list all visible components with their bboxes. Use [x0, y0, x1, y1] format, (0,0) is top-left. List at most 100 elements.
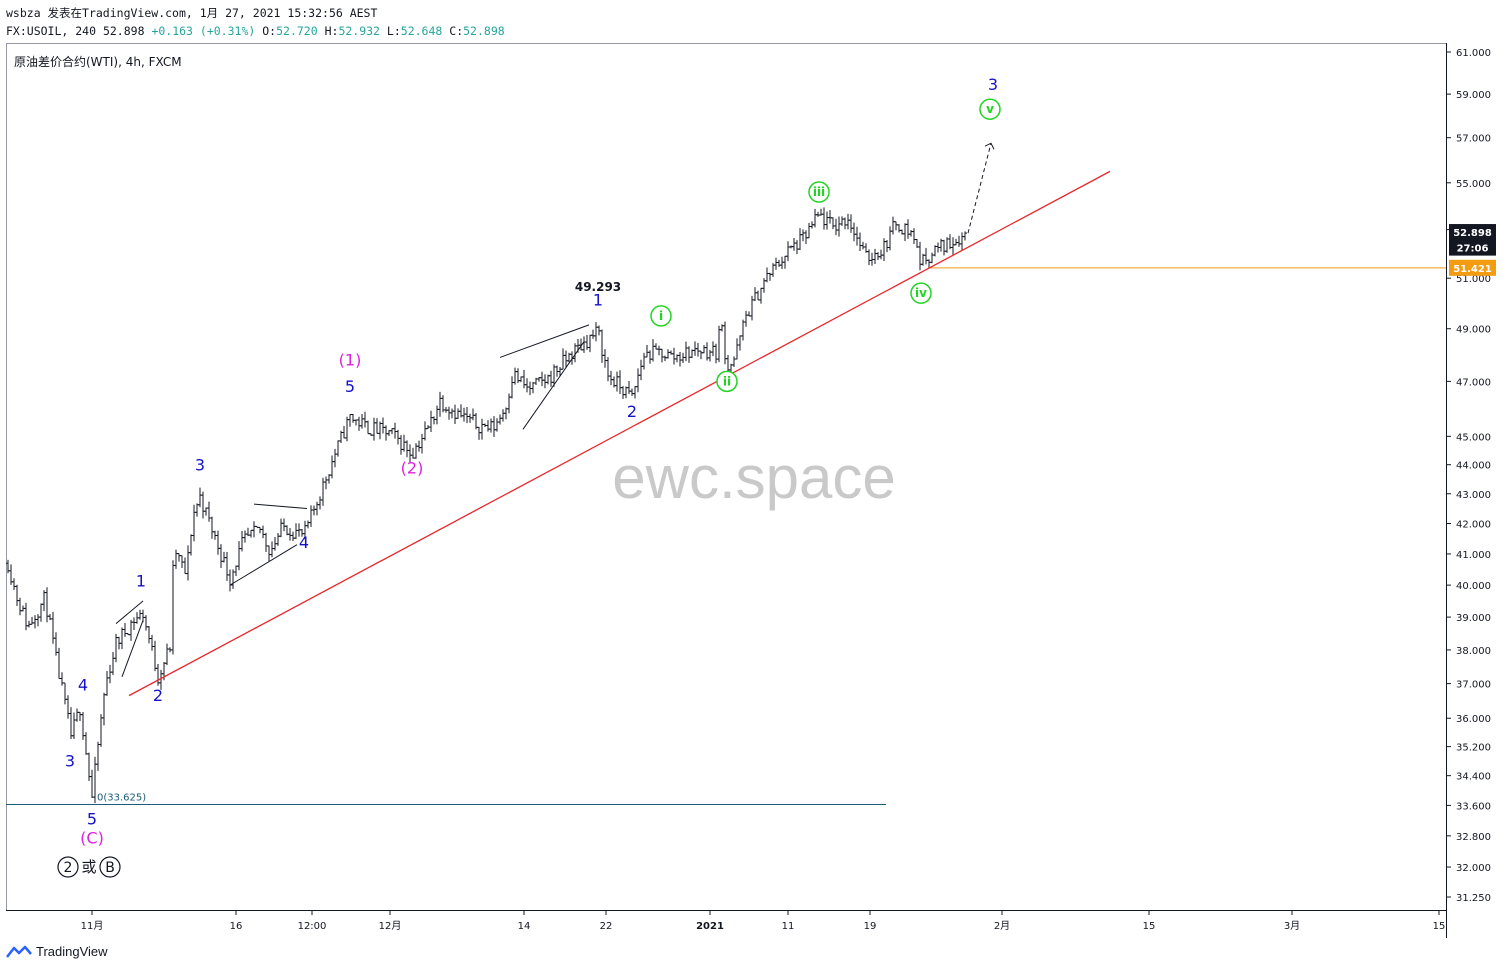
low-price-label: 0(33.625)	[97, 792, 146, 803]
projection-arrowhead-icon	[984, 142, 995, 150]
wave-labels: 345(C)12345(1)(2)123iiiiiiivv49.2930(33.…	[57, 75, 1001, 878]
publish-info: wsbza 发表在TradingView.com, 1月 27, 2021 15…	[6, 6, 378, 20]
footer-brand[interactable]: TradingView	[6, 944, 108, 959]
footer-brand-label: TradingView	[36, 944, 108, 959]
circled-wave-label: v	[986, 102, 994, 116]
price-tick-label: 59.000	[1456, 90, 1491, 101]
time-tick-label: 16	[230, 921, 243, 932]
circled-wave-marker	[910, 282, 932, 304]
price-tick-label: 47.000	[1456, 377, 1491, 388]
circled-wave-marker	[979, 98, 1001, 120]
wave-label: (2)	[401, 458, 424, 477]
wave-label: 1	[136, 572, 146, 591]
wave-label: 2	[153, 686, 163, 705]
price-tags: 52.898 27:06 51.421	[1449, 224, 1496, 276]
price-tag-background	[1449, 239, 1496, 256]
price-tick-label: 34.400	[1456, 772, 1491, 783]
trendline	[128, 170, 1111, 697]
time-axis[interactable]: 11月 16 12:00 12月 14 22 2021 11 19 2月 15 3月 15	[81, 910, 1446, 932]
price-tag-label: 51.421	[1453, 264, 1492, 275]
time-tick-label: 14	[518, 921, 531, 932]
price-tick-label: 38.000	[1456, 646, 1491, 657]
ohlc-readout: FX:USOIL, 240 52.898 +0.163 (+0.31%) O:5…	[6, 24, 505, 38]
price-tick-label: 41.000	[1456, 550, 1491, 561]
pattern-line	[522, 341, 585, 430]
open-label: O:	[262, 24, 277, 38]
high-label: H:	[324, 24, 339, 38]
time-tick-label: 2021	[696, 921, 724, 932]
change-value: +0.163 (+0.31%)	[151, 24, 256, 38]
time-tick-label: 12月	[379, 920, 402, 932]
time-tick-label: 12:00	[298, 921, 327, 932]
low-label: L:	[386, 24, 401, 38]
close-value: 52.898	[463, 24, 505, 38]
bottom-mark: 2	[64, 860, 73, 876]
watermark: ewc.space	[612, 444, 895, 511]
pattern-line	[253, 503, 308, 510]
open-value: 52.720	[276, 24, 318, 38]
wave-label: 1	[593, 291, 603, 310]
price-tick-label: 45.000	[1456, 432, 1491, 443]
pattern-line	[229, 544, 298, 586]
wave-label: (1)	[339, 350, 362, 369]
price-tick-label: 37.000	[1456, 680, 1491, 691]
pattern-line	[499, 324, 590, 358]
price-tick-label: 55.000	[1456, 179, 1491, 190]
projection-line	[967, 143, 992, 234]
time-tick-label: 15	[1143, 921, 1156, 932]
wave-label: 2	[627, 402, 637, 421]
price-tag-background	[1449, 259, 1496, 276]
price-tick-label: 35.200	[1456, 743, 1491, 754]
wave-label: 4	[299, 533, 309, 552]
time-tick-label: 3月	[1284, 920, 1300, 932]
wave-label: (C)	[80, 829, 104, 848]
price-tick-label: 39.000	[1456, 613, 1491, 624]
price-tick-label: 44.000	[1456, 461, 1491, 472]
tradingview-logo-icon	[6, 945, 32, 958]
circled-wave-label: iv	[915, 286, 927, 300]
time-tick-label: 19	[864, 921, 877, 932]
price-tick-label: 42.000	[1456, 519, 1491, 530]
time-tick-label: 11	[782, 921, 795, 932]
price-tick-label: 40.000	[1456, 581, 1491, 592]
bottom-mark: 或	[81, 858, 96, 876]
symbol-label: FX:USOIL, 240	[6, 24, 97, 38]
close-label: C:	[449, 24, 464, 38]
wave-label: 3	[65, 752, 75, 771]
low-value: 52.648	[400, 24, 443, 38]
price-tick-label: 61.000	[1456, 48, 1491, 59]
wave-label: 5	[345, 377, 355, 396]
time-tick-label: 11月	[81, 920, 104, 932]
price-tick-label: 31.250	[1456, 893, 1491, 904]
price-tag-label: 52.898	[1453, 228, 1492, 239]
wave-label: 3	[195, 455, 205, 474]
price-tick-label: 49.000	[1456, 325, 1491, 336]
circled-wave-marker	[650, 305, 672, 327]
price-tick-label: 51.000	[1456, 274, 1491, 285]
circled-mark	[99, 856, 121, 878]
price-tick-label: 32.800	[1456, 832, 1491, 843]
wave-label: 4	[78, 675, 88, 694]
high-value: 52.932	[338, 24, 380, 38]
wave-label: 3	[988, 75, 998, 94]
chart-legend: 原油差价合约(WTI), 4h, FXCM	[14, 54, 182, 69]
circled-wave-marker	[716, 370, 738, 393]
last-price: 52.898	[102, 24, 145, 38]
high-price-label: 49.293	[575, 280, 621, 294]
circled-wave-label: iii	[813, 185, 825, 199]
time-tick-label: 2月	[994, 920, 1010, 932]
time-tick-label: 15	[1433, 921, 1446, 932]
price-tick-label: 36.000	[1456, 714, 1491, 725]
price-axis[interactable]: 61.00059.00057.00055.00053.00051.00049.0…	[1446, 48, 1491, 904]
circled-wave-marker	[808, 181, 830, 203]
wave-label: 5	[87, 809, 97, 828]
price-tick-label: 43.000	[1456, 490, 1491, 501]
price-tick-label: 57.000	[1456, 134, 1491, 145]
drawing-lines	[6, 142, 1446, 805]
price-tick-label: 33.600	[1456, 801, 1491, 812]
price-tick-label: 32.000	[1456, 863, 1491, 874]
price-tag-label: 27:06	[1457, 244, 1489, 255]
circled-wave-label: ii	[723, 374, 731, 388]
pattern-line	[115, 600, 144, 624]
